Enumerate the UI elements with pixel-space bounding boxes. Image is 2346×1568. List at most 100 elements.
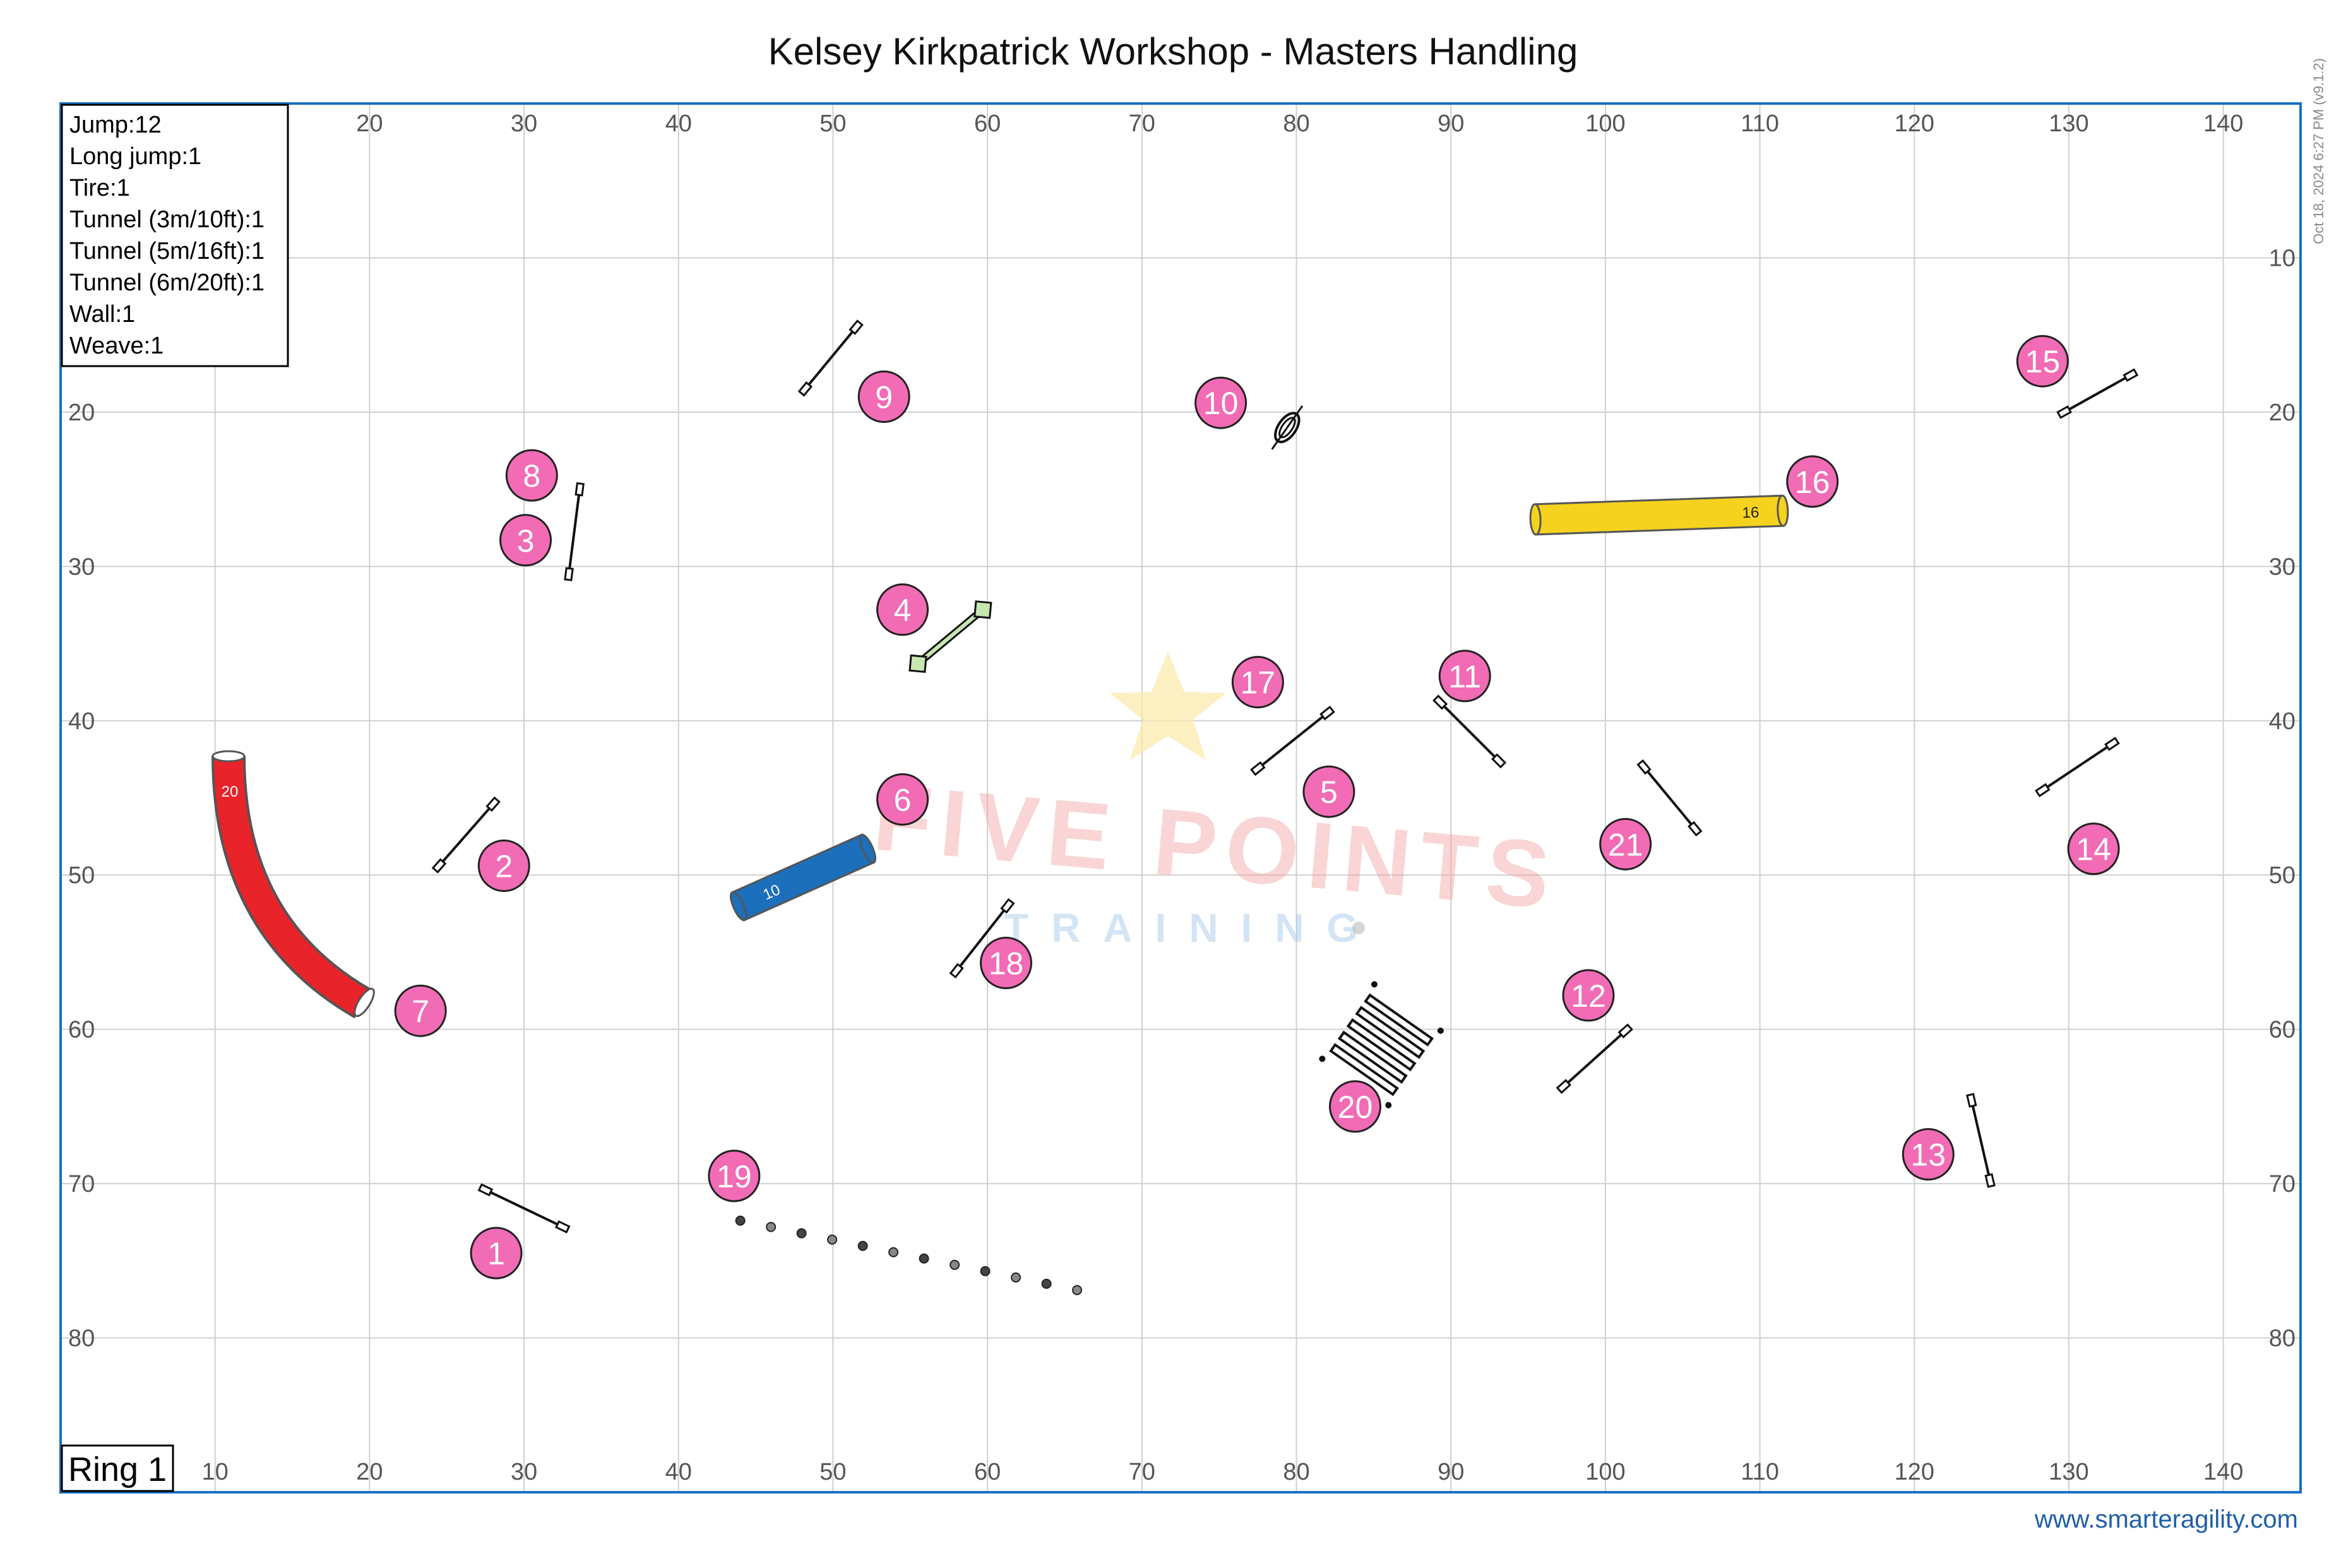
jump-bar <box>955 905 1009 972</box>
jump-wing <box>2123 368 2139 383</box>
x-tick-label-bottom: 80 <box>1283 1459 1309 1485</box>
x-tick-label-top: 50 <box>819 110 846 137</box>
y-tick-label-left: 70 <box>68 1171 95 1197</box>
obstacle-number-8: 8 <box>505 449 558 502</box>
jump-wing <box>797 381 813 397</box>
jump-wing <box>554 1220 571 1233</box>
x-tick-label-top: 70 <box>1129 110 1155 137</box>
watermark-star-icon <box>1110 651 1226 760</box>
number-badge <box>876 773 929 826</box>
jump-wing <box>1617 1023 1633 1038</box>
number-badge <box>1786 455 1839 508</box>
x-tick-label-bottom: 20 <box>356 1459 383 1485</box>
jump <box>1966 1093 1996 1188</box>
jump-wing <box>564 567 574 581</box>
weave-pole <box>827 1234 838 1245</box>
x-tick-label-top: 130 <box>2049 110 2088 137</box>
jump <box>2035 737 2120 798</box>
y-tick-label-right: 60 <box>2269 1017 2295 1043</box>
jump <box>949 898 1015 979</box>
legend-item: Long jump:1 <box>69 143 201 170</box>
website-link[interactable]: www.smarteragility.com <box>2034 1506 2298 1533</box>
number-badge <box>2016 335 2069 388</box>
weave-pole <box>888 1247 899 1257</box>
weave-pole <box>1072 1285 1083 1295</box>
long-jump-board <box>1364 993 1434 1047</box>
jump <box>1556 1023 1633 1094</box>
jump-bar <box>1970 1100 1992 1181</box>
obstacle-number-18: 18 <box>980 937 1033 990</box>
jump <box>1432 694 1507 769</box>
legend-item: Jump:12 <box>69 112 162 138</box>
jump-bar <box>568 489 581 574</box>
ring-label: Ring 1 <box>68 1451 167 1488</box>
long-jump-board <box>1337 1030 1408 1084</box>
obstacle-number-6: 6 <box>876 773 929 826</box>
x-tick-label-top: 140 <box>2203 110 2243 137</box>
legend-item: Tunnel (6m/20ft):1 <box>69 270 265 296</box>
jump-wing <box>1984 1173 1996 1188</box>
legend-item: Weave:1 <box>69 333 164 359</box>
jump-wing <box>1491 753 1507 769</box>
obstacle-number-2: 2 <box>477 840 530 893</box>
y-tick-label-right: 70 <box>2269 1171 2295 1197</box>
x-tick-label-bottom: 140 <box>2203 1459 2243 1485</box>
x-tick-label-bottom: 130 <box>2049 1459 2088 1485</box>
weave-pole <box>980 1266 991 1276</box>
number-badge <box>708 1149 761 1203</box>
jump-wing <box>848 319 864 335</box>
tunnel-3m: 10 <box>729 833 877 922</box>
jump <box>797 319 864 397</box>
number-label: 4 <box>894 593 912 628</box>
jump <box>2056 368 2139 419</box>
x-tick-label-bottom: 110 <box>1741 1459 1779 1485</box>
wall-body <box>917 608 984 665</box>
number-label: 7 <box>412 994 429 1029</box>
tunnel-3m-body <box>730 833 876 922</box>
jump-bar <box>1257 711 1328 770</box>
y-axis-right: 10 20 30 40 50 60 70 80 <box>2269 245 2295 1351</box>
obstacle-number-19: 19 <box>708 1149 761 1203</box>
x-tick-label-bottom: 50 <box>819 1459 846 1485</box>
legend-box <box>61 104 289 367</box>
x-tick-label-bottom: 60 <box>974 1459 1001 1485</box>
obstacle-number-16: 16 <box>1786 455 1839 508</box>
tunnel-6m-fill <box>214 756 371 1016</box>
number-label: 3 <box>517 523 535 559</box>
jump-bar <box>804 326 857 390</box>
jump-wing <box>2104 737 2120 751</box>
legend-item: Tunnel (3m/10ft):1 <box>69 206 265 233</box>
equipment-legend: Jump:12 Long jump:1 Tire:1 Tunnel (3m/10ft)… <box>61 104 289 367</box>
number-badge <box>857 370 910 423</box>
number-label: 1 <box>487 1236 505 1271</box>
jump <box>1250 705 1335 776</box>
jumps <box>431 319 2139 1233</box>
long-jump-marker <box>1319 1055 1326 1062</box>
number-badge <box>2067 823 2120 876</box>
long-jump <box>1319 981 1444 1108</box>
tunnels: 20 10 16 <box>211 494 1789 1019</box>
weave-pole <box>1011 1272 1021 1283</box>
weave-pole <box>796 1228 807 1238</box>
number-label: 18 <box>989 946 1024 982</box>
obstacle-number-21: 21 <box>1599 817 1652 870</box>
x-tick-label-bottom: 100 <box>1585 1459 1625 1485</box>
number-label: 14 <box>2076 832 2111 867</box>
jump-bar <box>1563 1030 1627 1088</box>
number-badge <box>477 840 530 893</box>
tunnel-6m: 20 <box>211 750 375 1019</box>
course-title: Kelsey Kirkpatrick Workshop - Masters Ha… <box>768 30 1578 73</box>
number-badge <box>1194 376 1247 429</box>
y-tick-label-right: 10 <box>2269 245 2295 271</box>
long-jump-board <box>1355 1006 1426 1059</box>
jump-wing <box>1636 759 1652 775</box>
jump-bar <box>485 1189 564 1228</box>
y-tick-label-right: 50 <box>2269 862 2295 889</box>
jump-wing <box>1556 1079 1571 1094</box>
number-badge <box>1902 1128 1955 1181</box>
jump-bar <box>438 803 494 867</box>
tunnel-6m-opening <box>211 750 246 763</box>
number-label: 20 <box>1338 1090 1373 1125</box>
jump-wing <box>1250 761 1266 776</box>
obstacle-number-9: 9 <box>857 370 910 423</box>
